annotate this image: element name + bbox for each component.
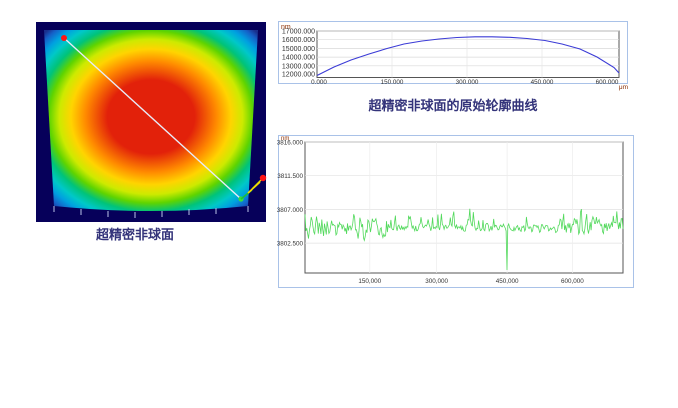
svg-text:15000.000: 15000.000 — [282, 46, 315, 53]
svg-text:150,000: 150,000 — [358, 278, 381, 285]
svg-text:μm: μm — [619, 84, 628, 91]
svg-text:16000.000: 16000.000 — [282, 37, 315, 44]
svg-text:13000.000: 13000.000 — [282, 63, 315, 70]
svg-text:0.000: 0.000 — [311, 79, 327, 86]
svg-text:3816.000: 3816.000 — [277, 140, 304, 147]
svg-text:3807.000: 3807.000 — [277, 207, 304, 214]
svg-text:12000.000: 12000.000 — [282, 72, 315, 79]
svg-text:300.000: 300.000 — [456, 79, 479, 86]
svg-text:450.000: 450.000 — [531, 79, 554, 86]
svg-text:600.000: 600.000 — [596, 79, 619, 86]
svg-text:14000.000: 14000.000 — [282, 55, 315, 62]
svg-text:600,000: 600,000 — [561, 278, 584, 285]
svg-text:3811.500: 3811.500 — [277, 173, 303, 180]
svg-text:450,000: 450,000 — [496, 278, 519, 285]
svg-text:300,000: 300,000 — [425, 278, 448, 285]
svg-text:3802.500: 3802.500 — [277, 241, 304, 248]
svg-text:17000.000: 17000.000 — [282, 29, 315, 36]
svg-text:150.000: 150.000 — [381, 79, 404, 86]
